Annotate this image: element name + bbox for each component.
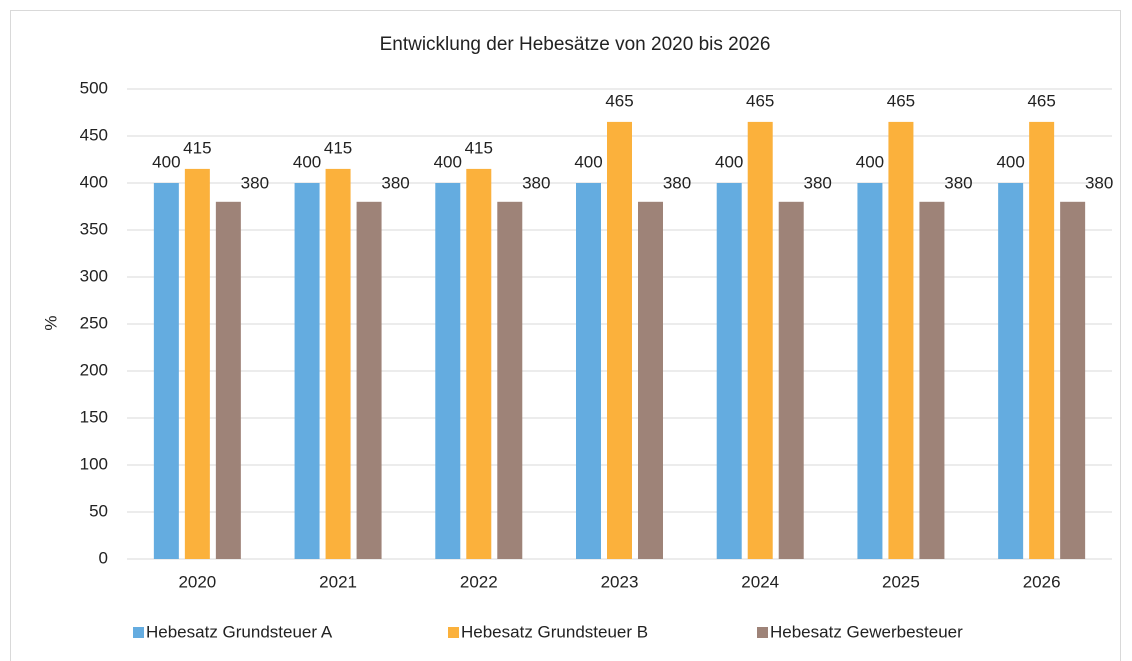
y-tick-label: 350 bbox=[80, 219, 108, 238]
bar bbox=[998, 183, 1024, 559]
y-tick-label: 300 bbox=[80, 266, 108, 285]
bar bbox=[638, 201, 663, 560]
y-tick-label: 500 bbox=[80, 78, 108, 97]
bar bbox=[466, 168, 492, 559]
data-label: 400 bbox=[996, 152, 1024, 171]
bar bbox=[778, 201, 804, 560]
y-tick-label: 100 bbox=[80, 454, 108, 473]
data-label: 400 bbox=[293, 152, 321, 171]
data-label: 415 bbox=[324, 138, 352, 157]
y-tick-label: 0 bbox=[99, 548, 108, 567]
data-label: 380 bbox=[663, 173, 691, 192]
chart-title: Entwicklung der Hebesätze von 2020 bis 2… bbox=[380, 34, 771, 55]
bar bbox=[576, 183, 601, 559]
data-label: 400 bbox=[574, 152, 602, 171]
data-label: 380 bbox=[944, 173, 972, 192]
data-label: 415 bbox=[465, 138, 493, 157]
bar bbox=[1029, 121, 1055, 560]
legend-swatch bbox=[757, 627, 768, 638]
legend-label: Hebesatz Grundsteuer A bbox=[146, 622, 333, 641]
bar bbox=[747, 121, 773, 560]
data-label: 400 bbox=[856, 152, 884, 171]
bar bbox=[888, 121, 914, 560]
x-tick-label: 2024 bbox=[741, 572, 779, 591]
legend-label: Hebesatz Grundsteuer B bbox=[461, 622, 648, 641]
data-label: 465 bbox=[605, 91, 633, 110]
data-label: 465 bbox=[887, 91, 915, 110]
y-tick-label: 450 bbox=[80, 125, 108, 144]
bar bbox=[215, 201, 241, 560]
data-label: 380 bbox=[381, 173, 409, 192]
x-tick-label: 2026 bbox=[1023, 572, 1061, 591]
legend-label: Hebesatz Gewerbesteuer bbox=[770, 622, 963, 641]
bar bbox=[497, 201, 523, 560]
x-tick-label: 2023 bbox=[601, 572, 639, 591]
data-label: 415 bbox=[183, 138, 211, 157]
data-label: 380 bbox=[522, 173, 550, 192]
bar bbox=[325, 168, 351, 559]
y-tick-label: 150 bbox=[80, 407, 108, 426]
bar bbox=[153, 183, 179, 559]
y-axis-label: % bbox=[41, 315, 60, 330]
data-label: 400 bbox=[715, 152, 743, 171]
y-tick-label: 50 bbox=[89, 501, 108, 520]
data-label: 465 bbox=[746, 91, 774, 110]
data-label: 400 bbox=[152, 152, 180, 171]
x-tick-label: 2025 bbox=[882, 572, 920, 591]
bar bbox=[184, 168, 210, 559]
x-tick-label: 2020 bbox=[178, 572, 216, 591]
bar bbox=[716, 183, 742, 559]
bar bbox=[607, 121, 632, 560]
bar bbox=[1060, 201, 1086, 560]
data-label: 400 bbox=[434, 152, 462, 171]
data-label: 380 bbox=[804, 173, 832, 192]
y-tick-label: 200 bbox=[80, 360, 108, 379]
data-label: 380 bbox=[1085, 173, 1113, 192]
bar bbox=[435, 183, 461, 559]
bar bbox=[857, 183, 883, 559]
data-label: 465 bbox=[1027, 91, 1055, 110]
bar bbox=[294, 183, 320, 559]
bar bbox=[356, 201, 382, 560]
y-tick-label: 400 bbox=[80, 172, 108, 191]
x-tick-label: 2022 bbox=[460, 572, 498, 591]
legend-swatch bbox=[133, 627, 144, 638]
bar bbox=[919, 201, 945, 560]
x-tick-label: 2021 bbox=[319, 572, 357, 591]
y-tick-label: 250 bbox=[80, 313, 108, 332]
data-label: 380 bbox=[241, 173, 269, 192]
legend-swatch bbox=[448, 627, 459, 638]
